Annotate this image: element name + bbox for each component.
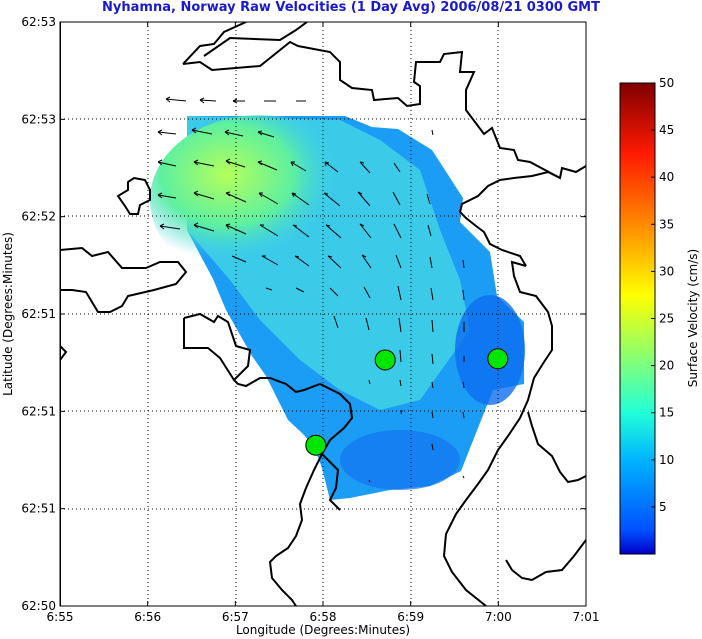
colorbar-tick-label: 10 [659, 453, 674, 467]
y-tick-label: 62:51 [21, 307, 56, 321]
colorbar-label: Surface Velocity (cm/s) [686, 249, 700, 387]
x-tick-label: 6:56 [134, 610, 161, 624]
coastline [60, 22, 586, 606]
x-tick-label: 6:57 [222, 610, 249, 624]
velocity-field-low-2 [340, 430, 460, 490]
colorbar-tick-label: 5 [659, 500, 667, 514]
velocity-field-high [150, 115, 370, 285]
colorbar-tick-label: 40 [659, 170, 674, 184]
y-axis: 62:50 62:51 62:51 62:51 62:52 62:53 62:53 [21, 15, 586, 613]
velocity-field-low [455, 295, 525, 405]
colorbar-ticks: 5 10 15 20 25 30 35 40 45 50 [651, 76, 674, 514]
x-tick-label: 6:55 [47, 610, 74, 624]
x-tick-label: 6:58 [310, 610, 337, 624]
chart-title: Nyhamna, Norway Raw Velocities (1 Day Av… [102, 0, 600, 15]
station-marker [305, 434, 327, 456]
grid [60, 22, 586, 606]
station-marker [487, 348, 509, 370]
colorbar-tick-label: 45 [659, 123, 674, 137]
colorbar-tick-label: 50 [659, 76, 674, 90]
x-axis: 6:55 6:56 6:57 6:58 6:59 7:00 7:01 [47, 22, 600, 624]
x-tick-label: 7:01 [573, 610, 600, 624]
y-tick-label: 62:51 [21, 502, 56, 516]
colorbar-tick-label: 30 [659, 264, 674, 278]
velocity-vectors [157, 96, 465, 483]
y-axis-label: Latitude (Degrees:Minutes) [1, 232, 15, 396]
x-axis-label: Longitude (Degrees:Minutes) [236, 623, 410, 637]
y-tick-label: 62:51 [21, 404, 56, 418]
x-tick-label: 7:00 [485, 610, 512, 624]
colorbar [619, 82, 656, 555]
y-tick-label: 62:52 [21, 210, 56, 224]
y-tick-label: 62:53 [21, 112, 56, 126]
colorbar-tick-label: 35 [659, 217, 674, 231]
y-tick-label: 62:50 [21, 599, 56, 613]
station-marker [374, 349, 396, 371]
colorbar-tick-label: 25 [659, 312, 674, 326]
colorbar-tick-label: 15 [659, 406, 674, 420]
x-tick-label: 6:59 [397, 610, 424, 624]
colorbar-tick-label: 20 [659, 359, 674, 373]
y-tick-label: 62:53 [21, 15, 56, 29]
station-markers [305, 348, 509, 456]
